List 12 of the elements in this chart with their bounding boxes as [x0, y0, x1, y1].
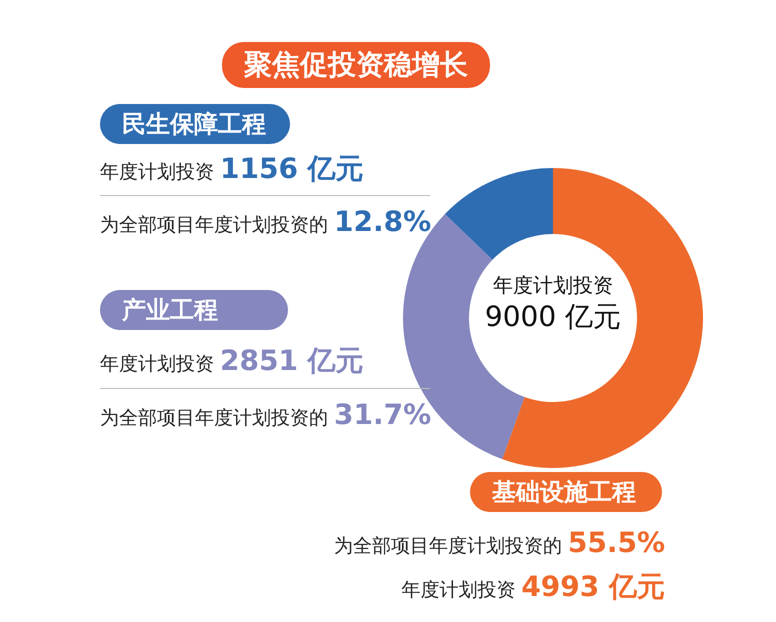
chart-title: 聚焦促投资稳增长 — [222, 42, 490, 88]
text: 年度计划投资 2851 亿元 — [100, 343, 364, 379]
legend-label: 基础设施工程 — [492, 477, 636, 508]
text: 为全部项目年度计划投资的 31.7% — [100, 398, 432, 431]
text: 9000 亿元 — [484, 299, 622, 335]
text: 为全部项目年度计划投资的 12.8% — [100, 205, 432, 238]
legend-label: 民生保障工程 — [122, 109, 266, 140]
legend-label: 产业工程 — [122, 295, 218, 326]
text: 年度计划投资 1156 亿元 — [100, 151, 364, 187]
text: 年度计划投资 — [492, 272, 614, 299]
text: 年度计划投资 4993 亿元 — [401, 569, 665, 605]
text: 为全部项目年度计划投资的 55.5% — [334, 526, 665, 559]
